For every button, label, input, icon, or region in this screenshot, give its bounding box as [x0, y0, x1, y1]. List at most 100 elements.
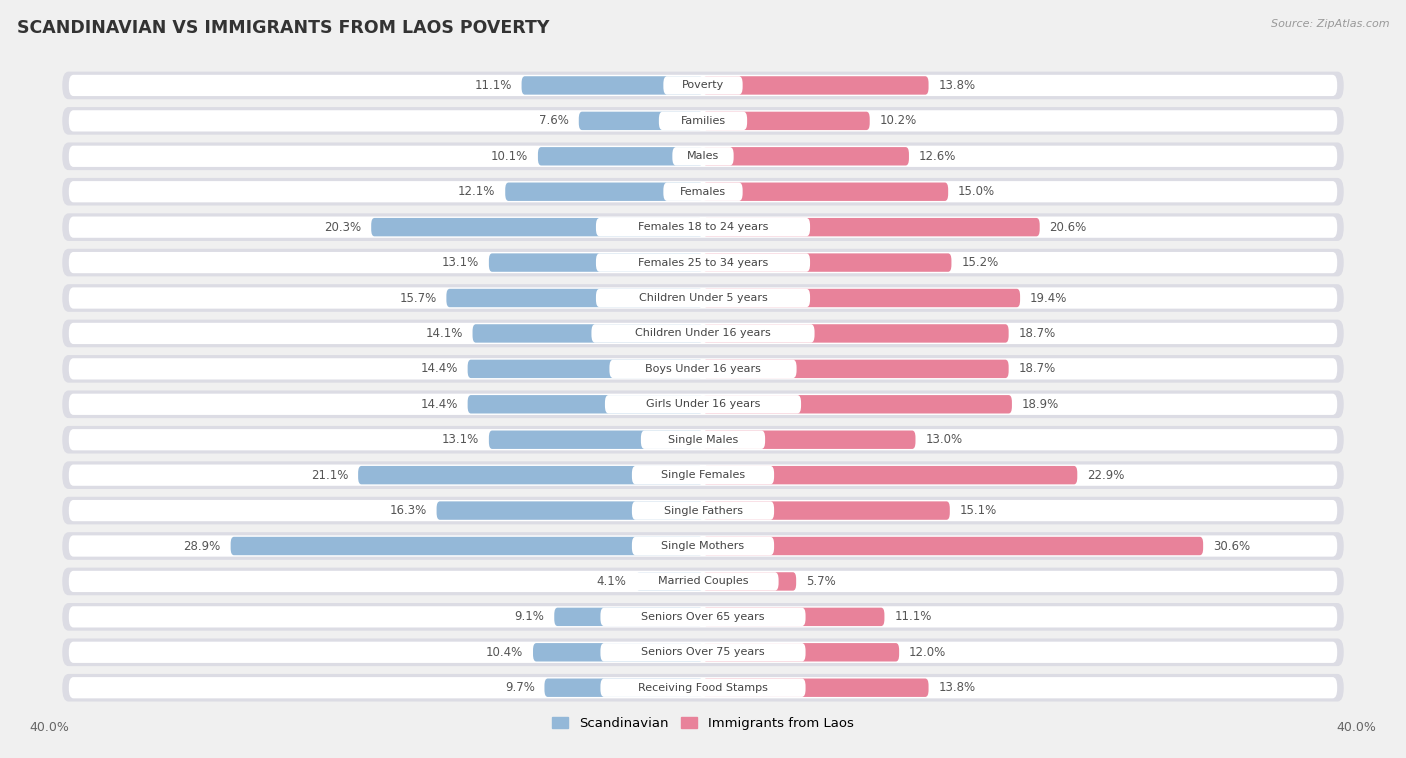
- Text: 19.4%: 19.4%: [1029, 292, 1067, 305]
- FancyBboxPatch shape: [446, 289, 703, 307]
- FancyBboxPatch shape: [231, 537, 703, 555]
- Text: Poverty: Poverty: [682, 80, 724, 90]
- Text: Married Couples: Married Couples: [658, 576, 748, 587]
- Text: 22.9%: 22.9%: [1087, 468, 1125, 481]
- FancyBboxPatch shape: [703, 395, 1012, 414]
- Text: Girls Under 16 years: Girls Under 16 years: [645, 399, 761, 409]
- FancyBboxPatch shape: [62, 603, 1344, 631]
- FancyBboxPatch shape: [703, 359, 1008, 378]
- FancyBboxPatch shape: [62, 178, 1344, 205]
- FancyBboxPatch shape: [359, 466, 703, 484]
- Text: 4.1%: 4.1%: [596, 575, 626, 588]
- Text: 15.0%: 15.0%: [957, 185, 995, 199]
- FancyBboxPatch shape: [69, 677, 1337, 698]
- FancyBboxPatch shape: [69, 429, 1337, 450]
- FancyBboxPatch shape: [627, 572, 779, 590]
- Text: Children Under 5 years: Children Under 5 years: [638, 293, 768, 303]
- FancyBboxPatch shape: [69, 287, 1337, 309]
- FancyBboxPatch shape: [69, 571, 1337, 592]
- Text: 9.1%: 9.1%: [515, 610, 544, 623]
- FancyBboxPatch shape: [631, 537, 775, 555]
- Text: Females 18 to 24 years: Females 18 to 24 years: [638, 222, 768, 232]
- FancyBboxPatch shape: [69, 642, 1337, 663]
- FancyBboxPatch shape: [703, 501, 950, 520]
- Text: 18.7%: 18.7%: [1018, 327, 1056, 340]
- FancyBboxPatch shape: [69, 535, 1337, 556]
- FancyBboxPatch shape: [596, 289, 810, 307]
- Text: Families: Families: [681, 116, 725, 126]
- Text: Males: Males: [688, 152, 718, 161]
- FancyBboxPatch shape: [609, 359, 797, 378]
- Text: 10.2%: 10.2%: [880, 114, 917, 127]
- FancyBboxPatch shape: [62, 71, 1344, 99]
- Text: 18.7%: 18.7%: [1018, 362, 1056, 375]
- Text: Seniors Over 75 years: Seniors Over 75 years: [641, 647, 765, 657]
- Text: 5.7%: 5.7%: [806, 575, 835, 588]
- FancyBboxPatch shape: [62, 390, 1344, 418]
- Text: 12.1%: 12.1%: [458, 185, 495, 199]
- FancyBboxPatch shape: [600, 643, 806, 662]
- FancyBboxPatch shape: [703, 324, 1008, 343]
- Text: 13.8%: 13.8%: [938, 79, 976, 92]
- Text: 10.4%: 10.4%: [486, 646, 523, 659]
- FancyBboxPatch shape: [62, 496, 1344, 525]
- Text: 9.7%: 9.7%: [505, 681, 534, 694]
- FancyBboxPatch shape: [703, 537, 1204, 555]
- Text: Females: Females: [681, 186, 725, 197]
- FancyBboxPatch shape: [579, 111, 703, 130]
- FancyBboxPatch shape: [472, 324, 703, 343]
- Legend: Scandinavian, Immigrants from Laos: Scandinavian, Immigrants from Laos: [547, 712, 859, 735]
- FancyBboxPatch shape: [69, 393, 1337, 415]
- FancyBboxPatch shape: [631, 466, 775, 484]
- Text: 7.6%: 7.6%: [538, 114, 569, 127]
- FancyBboxPatch shape: [69, 465, 1337, 486]
- Text: 10.1%: 10.1%: [491, 150, 529, 163]
- Text: 13.8%: 13.8%: [938, 681, 976, 694]
- FancyBboxPatch shape: [522, 77, 703, 95]
- FancyBboxPatch shape: [703, 466, 1077, 484]
- FancyBboxPatch shape: [62, 568, 1344, 595]
- Text: Single Males: Single Males: [668, 435, 738, 445]
- FancyBboxPatch shape: [659, 111, 747, 130]
- FancyBboxPatch shape: [703, 77, 928, 95]
- FancyBboxPatch shape: [62, 143, 1344, 170]
- FancyBboxPatch shape: [468, 395, 703, 414]
- FancyBboxPatch shape: [62, 320, 1344, 347]
- Text: 14.4%: 14.4%: [420, 398, 458, 411]
- Text: Single Fathers: Single Fathers: [664, 506, 742, 515]
- FancyBboxPatch shape: [596, 218, 810, 236]
- Text: 16.3%: 16.3%: [389, 504, 427, 517]
- Text: Boys Under 16 years: Boys Under 16 years: [645, 364, 761, 374]
- Text: 18.9%: 18.9%: [1022, 398, 1059, 411]
- FancyBboxPatch shape: [468, 359, 703, 378]
- Text: 11.1%: 11.1%: [474, 79, 512, 92]
- FancyBboxPatch shape: [703, 678, 928, 697]
- FancyBboxPatch shape: [538, 147, 703, 165]
- Text: Females 25 to 34 years: Females 25 to 34 years: [638, 258, 768, 268]
- FancyBboxPatch shape: [554, 608, 703, 626]
- Text: 12.6%: 12.6%: [918, 150, 956, 163]
- FancyBboxPatch shape: [636, 572, 703, 590]
- FancyBboxPatch shape: [62, 674, 1344, 702]
- FancyBboxPatch shape: [703, 289, 1021, 307]
- FancyBboxPatch shape: [62, 532, 1344, 560]
- FancyBboxPatch shape: [62, 426, 1344, 453]
- FancyBboxPatch shape: [69, 252, 1337, 273]
- FancyBboxPatch shape: [703, 218, 1039, 236]
- FancyBboxPatch shape: [489, 431, 703, 449]
- FancyBboxPatch shape: [703, 431, 915, 449]
- Text: 13.0%: 13.0%: [925, 434, 963, 446]
- FancyBboxPatch shape: [69, 110, 1337, 131]
- FancyBboxPatch shape: [641, 431, 765, 449]
- FancyBboxPatch shape: [544, 678, 703, 697]
- Text: 20.3%: 20.3%: [325, 221, 361, 233]
- Text: 21.1%: 21.1%: [311, 468, 349, 481]
- FancyBboxPatch shape: [69, 359, 1337, 380]
- Text: Children Under 16 years: Children Under 16 years: [636, 328, 770, 338]
- Text: 11.1%: 11.1%: [894, 610, 932, 623]
- Text: 14.4%: 14.4%: [420, 362, 458, 375]
- Text: 13.1%: 13.1%: [441, 434, 479, 446]
- FancyBboxPatch shape: [62, 107, 1344, 135]
- FancyBboxPatch shape: [592, 324, 814, 343]
- FancyBboxPatch shape: [596, 253, 810, 272]
